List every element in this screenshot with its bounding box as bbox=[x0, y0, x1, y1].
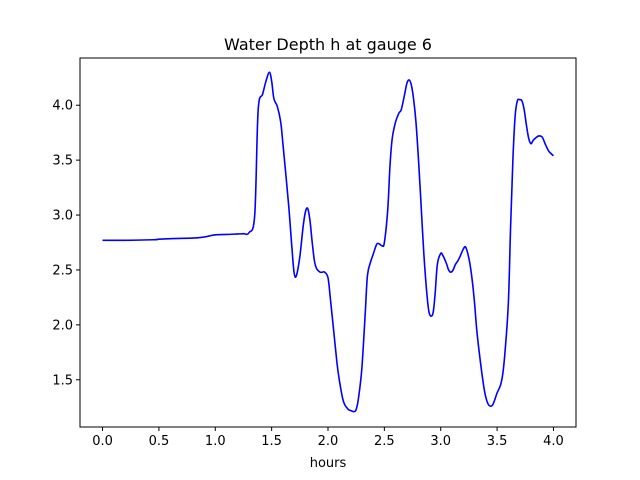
y-tick-label: 2.5 bbox=[52, 263, 73, 278]
x-axis-label: hours bbox=[310, 456, 347, 471]
y-tick-label: 4.0 bbox=[52, 99, 73, 114]
plot-frame bbox=[79, 57, 577, 428]
x-tick-label: 0.5 bbox=[149, 434, 170, 449]
y-tick-label: 2.0 bbox=[52, 318, 73, 333]
x-tick-label: 1.5 bbox=[261, 434, 282, 449]
y-tick-label: 1.5 bbox=[52, 373, 73, 388]
y-tick-label: 3.0 bbox=[52, 209, 73, 224]
series-line-0 bbox=[102, 71, 555, 413]
y-axis: 1.5 2.0 2.5 3.0 3.5 4.0 bbox=[52, 99, 80, 388]
plot-area bbox=[102, 71, 555, 413]
x-tick-label: 2.0 bbox=[318, 434, 339, 449]
x-tick-label: 3.0 bbox=[430, 434, 451, 449]
x-tick-label: 1.0 bbox=[205, 434, 226, 449]
x-tick-label: 3.5 bbox=[487, 434, 508, 449]
x-tick-label: 4.0 bbox=[543, 434, 564, 449]
x-tick-label: 0.0 bbox=[92, 434, 113, 449]
y-tick-label: 3.5 bbox=[52, 154, 73, 169]
x-tick-label: 2.5 bbox=[374, 434, 395, 449]
x-axis: 0.0 0.5 1.0 1.5 2.0 2.5 3.0 3.5 4.0 bbox=[92, 427, 564, 449]
chart-title: Water Depth h at gauge 6 bbox=[224, 35, 432, 54]
